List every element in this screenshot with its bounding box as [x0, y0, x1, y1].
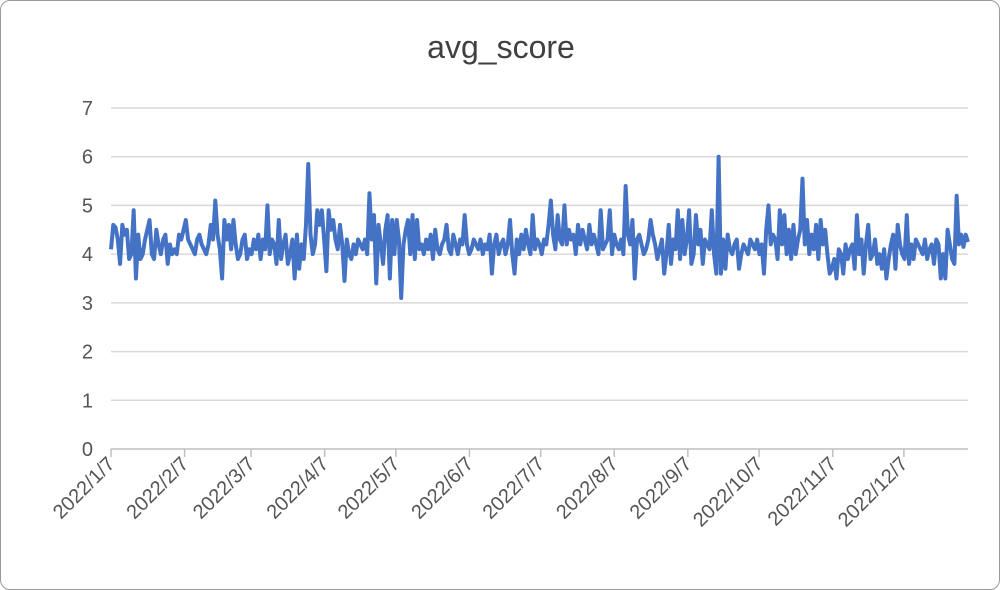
y-tick-label: 2 [82, 342, 93, 364]
x-tick-label: 2022/7/7 [479, 453, 550, 524]
x-tick-label: 2022/2/7 [123, 453, 194, 524]
series-line-avg-score [109, 154, 970, 300]
x-tick-label: 2022/12/7 [834, 453, 912, 531]
x-tick-label: 2022/10/7 [689, 453, 767, 531]
x-tick-label: 2022/1/7 [49, 453, 120, 524]
y-tick-label: 5 [82, 195, 93, 217]
series-group [109, 154, 970, 300]
y-tick-label: 1 [82, 390, 93, 412]
x-tick-label: 2022/6/7 [407, 453, 478, 524]
y-tick-label: 0 [82, 439, 93, 461]
y-axis-tick-labels: 0 1 2 3 4 5 6 7 [82, 98, 93, 461]
x-tick-label: 2022/5/7 [334, 453, 405, 524]
x-tick-label: 2022/11/7 [764, 453, 841, 530]
x-tick-label: 2022/3/7 [189, 453, 260, 524]
y-tick-label: 6 [82, 147, 93, 169]
y-tick-label: 3 [82, 293, 93, 315]
y-tick-label: 7 [82, 98, 93, 120]
y-tick-label: 4 [82, 244, 93, 266]
x-tick-label: 2022/9/7 [626, 453, 697, 524]
gridlines [111, 107, 968, 402]
chart-title: avg_score [427, 29, 575, 65]
x-tick-label: 2022/8/7 [552, 453, 623, 524]
x-tick-label: 2022/4/7 [263, 453, 334, 524]
